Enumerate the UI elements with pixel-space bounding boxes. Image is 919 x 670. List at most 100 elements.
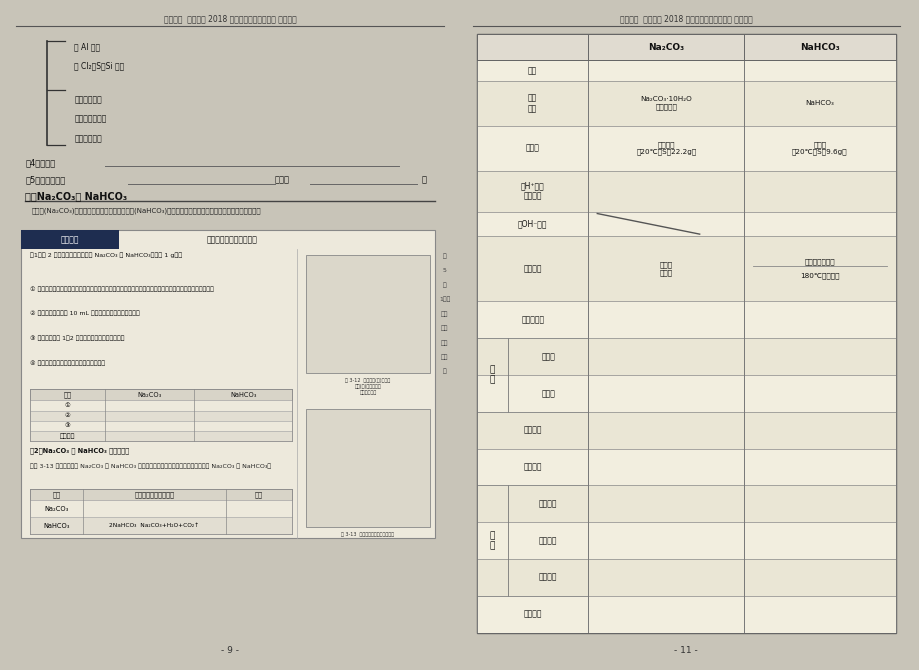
FancyBboxPatch shape xyxy=(29,500,292,517)
Text: 与
盐: 与 盐 xyxy=(490,365,494,385)
FancyBboxPatch shape xyxy=(477,522,894,559)
Text: 与 Al 反应: 与 Al 反应 xyxy=(74,43,100,52)
Text: 初步结论: 初步结论 xyxy=(60,433,75,439)
Text: Na₂CO₃·10H₂O
（易风化）: Na₂CO₃·10H₂O （易风化） xyxy=(640,96,691,110)
FancyBboxPatch shape xyxy=(477,485,894,522)
Text: 纳: 纳 xyxy=(442,369,446,375)
Text: 如图 3-13 所示，分别用 Na₂CO₃ 和 NaHCO₃ 做实验，观察现象。这一反应可以用来鉴别 Na₂CO₃ 和 NaHCO₃。: 如图 3-13 所示，分别用 Na₂CO₃ 和 NaHCO₃ 做实验，观察现象。… xyxy=(29,464,270,470)
Text: 与H⁺反应
剧烈程度: 与H⁺反应 剧烈程度 xyxy=(520,182,544,201)
FancyBboxPatch shape xyxy=(477,559,894,596)
Text: Na₂CO₃: Na₂CO₃ xyxy=(138,391,162,397)
Text: 与酸互滴: 与酸互滴 xyxy=(539,536,557,545)
Text: （1）在 2 支试管里分别加入少量 Na₂CO₃ 和 NaHCO₃（各约 1 g）：: （1）在 2 支试管里分别加入少量 Na₂CO₃ 和 NaHCO₃（各约 1 g… xyxy=(29,252,182,257)
FancyBboxPatch shape xyxy=(477,338,894,375)
FancyBboxPatch shape xyxy=(477,126,894,171)
Text: 碳酸钠(Na₂CO₃)俗名纯碱，也叫苏打。碳酸氢钠(NaHCO₃)俗名小苏打。在厨房里你常常能找到这两种物质。: 碳酸钠(Na₂CO₃)俗名纯碱，也叫苏打。碳酸氢钠(NaHCO₃)俗名小苏打。在… xyxy=(32,208,261,214)
Text: 。: 。 xyxy=(421,176,426,184)
FancyBboxPatch shape xyxy=(29,389,292,401)
Text: Na₂CO₃: Na₂CO₃ xyxy=(44,506,68,512)
FancyBboxPatch shape xyxy=(477,34,894,632)
Text: NaHCO₃: NaHCO₃ xyxy=(800,43,839,52)
Text: 晶体
成分: 晶体 成分 xyxy=(528,94,537,113)
Text: 与 Cl₂、S、Si 反应: 与 Cl₂、S、Si 反应 xyxy=(74,61,124,70)
Text: - 11 -: - 11 - xyxy=(674,647,698,655)
Text: 页: 页 xyxy=(442,283,446,288)
Text: - 9 -: - 9 - xyxy=(221,647,239,655)
Text: 鉴
别: 鉴 别 xyxy=(490,531,494,550)
Text: 溶解性: 溶解性 xyxy=(525,144,539,153)
FancyBboxPatch shape xyxy=(477,171,894,212)
FancyBboxPatch shape xyxy=(21,230,435,538)
FancyBboxPatch shape xyxy=(477,302,894,338)
FancyBboxPatch shape xyxy=(477,596,894,632)
Text: 易溶于水
（20℃，S＝22.2g）: 易溶于水 （20℃，S＝22.2g） xyxy=(635,141,696,155)
Text: NaHCO₃: NaHCO₃ xyxy=(43,523,70,529)
FancyBboxPatch shape xyxy=(477,81,894,126)
FancyBboxPatch shape xyxy=(29,411,292,421)
FancyBboxPatch shape xyxy=(29,421,292,431)
Text: （4）制法：: （4）制法： xyxy=(25,158,55,167)
Text: 5: 5 xyxy=(442,269,446,273)
FancyBboxPatch shape xyxy=(477,449,894,485)
Text: 步骤: 步骤 xyxy=(63,391,72,398)
Text: 碳酸铝: 碳酸铝 xyxy=(540,389,555,398)
Text: ② 继续向试管内加入 10 mL 水，用力振荡，有什么现象？: ② 继续向试管内加入 10 mL 水，用力振荡，有什么现象？ xyxy=(29,311,139,316)
FancyBboxPatch shape xyxy=(305,255,430,373)
Text: 和碳: 和碳 xyxy=(440,340,448,346)
FancyBboxPatch shape xyxy=(477,34,894,60)
Text: 与水作用: 与水作用 xyxy=(523,425,541,435)
Text: 酸氢: 酸氢 xyxy=(440,354,448,360)
Text: 图 3-12  向碳酸钠(左)、碳酸
氢钠(右)的水溶液中
滴入酚酞溶液: 图 3-12 向碳酸钠(左)、碳酸 氢钠(右)的水溶液中 滴入酚酞溶液 xyxy=(345,378,391,395)
Text: 酸钠: 酸钠 xyxy=(440,326,448,331)
Text: 结论: 结论 xyxy=(255,491,263,498)
Text: NaHCO₃: NaHCO₃ xyxy=(230,391,256,397)
Text: 加热比较: 加热比较 xyxy=(523,462,541,472)
Text: 碳酸钠和碳酸氢钠的性质: 碳酸钠和碳酸氢钠的性质 xyxy=(207,235,257,244)
FancyBboxPatch shape xyxy=(305,409,430,527)
Text: 很稳定
难分解: 很稳定 难分解 xyxy=(659,262,672,276)
FancyBboxPatch shape xyxy=(477,236,894,302)
Text: 与盐溶液: 与盐溶液 xyxy=(539,573,557,582)
Text: （2）Na₂CO₃ 和 NaHCO₃ 的热稳定性: （2）Na₂CO₃ 和 NaHCO₃ 的热稳定性 xyxy=(29,448,129,454)
Text: 与酸反应: 与酸反应 xyxy=(539,499,557,509)
Text: 氯化钙: 氯化钙 xyxy=(540,352,555,361)
Text: ②: ② xyxy=(64,413,70,418)
Text: 1、比: 1、比 xyxy=(438,297,449,302)
Text: 科学探究: 科学探究 xyxy=(61,235,79,244)
Text: 用心付出  夯实基础 2018 一轮复习学案专注提升 开心收获: 用心付出 夯实基础 2018 一轮复习学案专注提升 开心收获 xyxy=(619,15,752,23)
Text: 热稳定性: 热稳定性 xyxy=(523,264,541,273)
Text: ① 观察二者外观上的细小差别。分别滴入几滴水，振荡试管，观察现象。用手握一握试管底部，有什么感觉？: ① 观察二者外观上的细小差别。分别滴入几滴水，振荡试管，观察现象。用手握一握试管… xyxy=(29,286,213,291)
Text: 与卤代烃反应: 与卤代烃反应 xyxy=(74,95,102,104)
Text: 现象: 现象 xyxy=(52,491,61,498)
Text: ①: ① xyxy=(64,403,70,408)
Text: Na₂CO₃: Na₂CO₃ xyxy=(648,43,684,52)
Text: 三、Na₂CO₃和 NaHCO₃: 三、Na₂CO₃和 NaHCO₃ xyxy=(25,192,127,202)
Text: ；固体: ；固体 xyxy=(274,176,289,184)
Text: ③: ③ xyxy=(64,423,70,428)
Text: 不稳定，易分解

180℃完全分解: 不稳定，易分解 180℃完全分解 xyxy=(800,258,839,279)
Text: 油脂皂化反应: 油脂皂化反应 xyxy=(74,134,102,143)
Text: 与碱的反应: 与碱的反应 xyxy=(520,316,544,324)
Text: （5）保存：溶液: （5）保存：溶液 xyxy=(25,176,65,184)
FancyBboxPatch shape xyxy=(477,375,894,412)
Text: 溶于水
（20℃，S＝9.6g）: 溶于水 （20℃，S＝9.6g） xyxy=(791,141,846,155)
FancyBboxPatch shape xyxy=(29,431,292,441)
Text: 与酯类物质反应: 与酯类物质反应 xyxy=(74,115,107,124)
Text: 2NaHCO₃  Na₂CO₃+H₂O+CO₂↑: 2NaHCO₃ Na₂CO₃+H₂O+CO₂↑ xyxy=(109,523,199,529)
Text: NaHCO₃: NaHCO₃ xyxy=(805,100,834,107)
FancyBboxPatch shape xyxy=(29,488,292,500)
Text: 发生反应的化学方程式: 发生反应的化学方程式 xyxy=(134,491,174,498)
FancyBboxPatch shape xyxy=(29,401,292,411)
FancyBboxPatch shape xyxy=(21,230,119,249)
Text: 俗名: 俗名 xyxy=(528,66,537,75)
Text: 较碳: 较碳 xyxy=(440,312,448,317)
Text: 相互转化: 相互转化 xyxy=(523,610,541,618)
Text: 与OH⁻反应: 与OH⁻反应 xyxy=(517,219,547,228)
Text: 第: 第 xyxy=(442,254,446,259)
FancyBboxPatch shape xyxy=(477,60,894,81)
FancyBboxPatch shape xyxy=(477,212,894,236)
Text: 用心付出  夯实基础 2018 一轮复习学案专注提升 开心收获: 用心付出 夯实基础 2018 一轮复习学案专注提升 开心收获 xyxy=(164,15,296,23)
FancyBboxPatch shape xyxy=(29,517,292,535)
FancyBboxPatch shape xyxy=(477,412,894,449)
Text: ④ 在下表中记录实验现象并得出初步结论。: ④ 在下表中记录实验现象并得出初步结论。 xyxy=(29,360,105,366)
